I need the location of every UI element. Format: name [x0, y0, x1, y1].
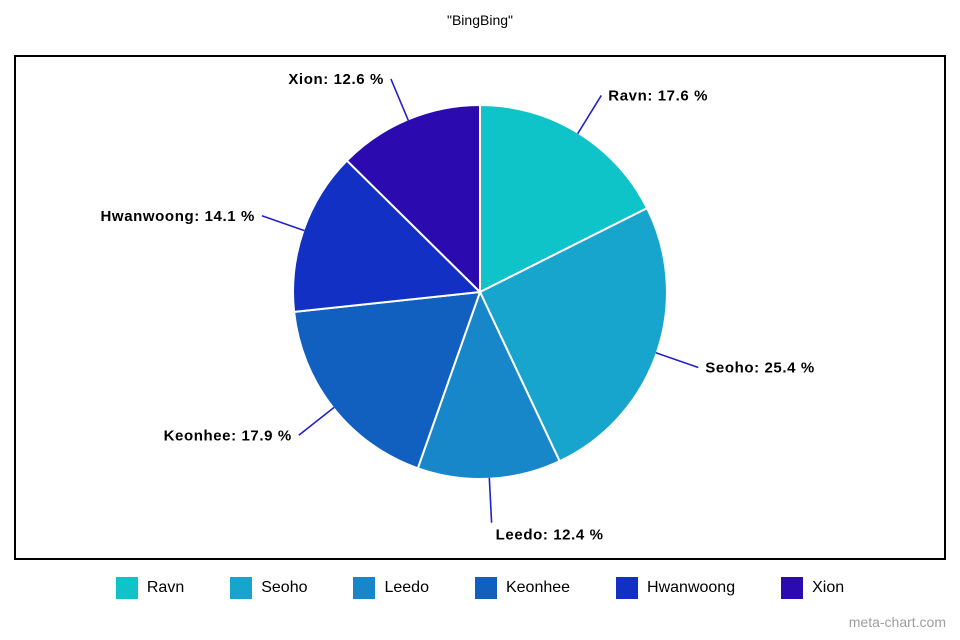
legend-swatch: [781, 577, 804, 599]
legend-label: Hwanwoong: [647, 579, 736, 596]
pie-label-keonhee: Keonhee: 17.9 %: [164, 427, 292, 444]
pie-label-hwanwoong: Hwanwoong: 14.1 %: [101, 208, 255, 225]
legend: Ravn Seoho Leedo Keonhee Hwanwoong Xion: [0, 577, 960, 599]
legend-item-ravn: Ravn: [115, 577, 185, 599]
legend-swatch: [474, 577, 497, 599]
legend-item-xion: Xion: [781, 577, 844, 599]
legend-swatch: [353, 577, 376, 599]
legend-item-keonhee: Keonhee: [474, 577, 571, 599]
legend-label: Keonhee: [505, 579, 571, 596]
leader-line-keonhee: [298, 406, 335, 436]
leader-line-leedo: [488, 477, 493, 523]
legend-label: Leedo: [384, 579, 429, 596]
legend-item-seoho: Seoho: [230, 577, 307, 599]
chart-title: "BingBing": [447, 12, 513, 28]
legend-swatch: [115, 577, 138, 599]
chart-frame: Ravn: 17.6 % Seoho: 25.4 % Leedo: 12.4 % Ke…: [14, 55, 946, 560]
leader-line-hwanwoong: [261, 215, 305, 232]
pie-chart: Ravn: 17.6 % Seoho: 25.4 % Leedo: 12.4 % Ke…: [101, 71, 815, 544]
legend-swatch: [616, 577, 639, 599]
legend-swatch: [230, 577, 253, 599]
legend-item-hwanwoong: Hwanwoong: [616, 577, 735, 599]
watermark: meta-chart.com: [848, 614, 946, 630]
pie-label-xion: Xion: 12.6 %: [288, 71, 384, 88]
pie-label-ravn: Ravn: 17.6 %: [608, 87, 708, 104]
leader-line-xion: [390, 78, 410, 121]
legend-label: Seoho: [261, 579, 308, 596]
leader-line-seoho: [655, 352, 699, 369]
pie-label-leedo: Leedo: 12.4 %: [496, 527, 604, 544]
leader-line-ravn: [577, 94, 602, 135]
pie-label-seoho: Seoho: 25.4 %: [705, 360, 815, 377]
legend-label: Ravn: [146, 579, 185, 596]
legend-label: Xion: [812, 579, 845, 596]
legend-item-leedo: Leedo: [353, 577, 429, 599]
